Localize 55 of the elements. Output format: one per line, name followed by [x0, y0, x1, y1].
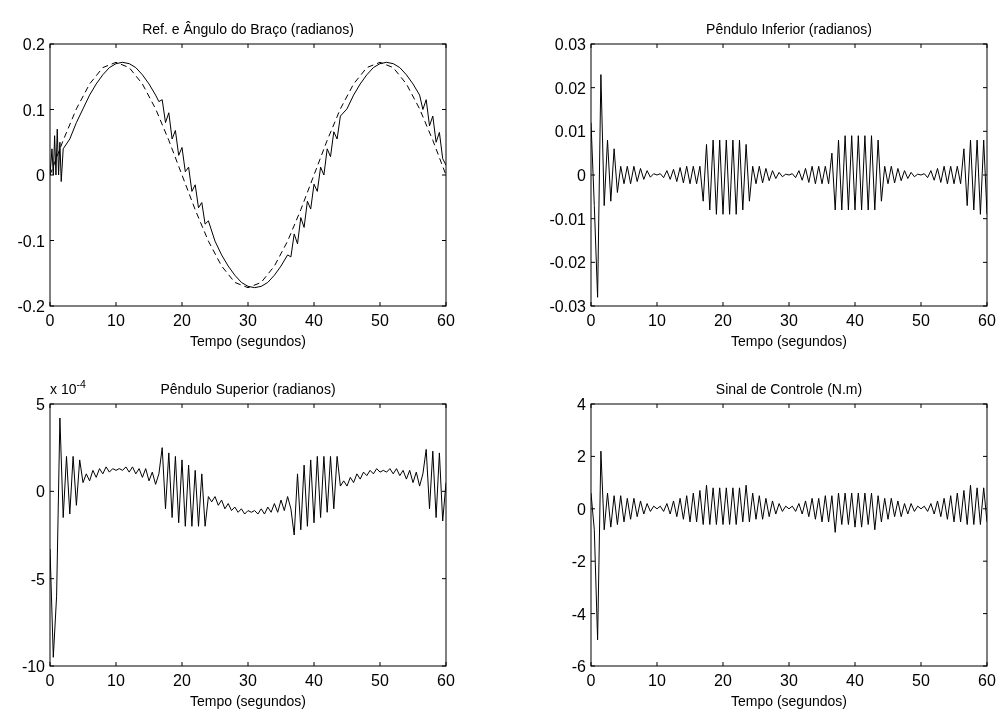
x-axis-title: Tempo (segundos): [190, 693, 306, 709]
y-tick-label: 0.02: [554, 79, 587, 97]
x-tick-label: 60: [978, 672, 996, 689]
x-tick-label: 10: [648, 312, 666, 329]
y-tick-label: -10: [21, 658, 46, 675]
x-tick-label: 30: [239, 312, 257, 329]
y-tick-label: -0.2: [17, 298, 46, 315]
x-tick-label: 10: [107, 312, 125, 329]
x-tick-label: 60: [437, 672, 455, 689]
x-tick-label: 20: [714, 672, 732, 689]
y-tick-label: 0: [36, 167, 46, 184]
x-axis-title: Tempo (segundos): [731, 693, 847, 709]
y-tick-label: -4: [571, 605, 587, 623]
y-tick-label: 2: [577, 448, 587, 466]
y-tick-label: 0.2: [22, 36, 46, 53]
y-tick-label: 0: [577, 167, 587, 184]
y-tick-label: -5: [30, 570, 46, 588]
x-tick-label: 20: [714, 312, 732, 329]
x-tick-label: 40: [846, 312, 864, 329]
x-tick-label: 40: [846, 672, 864, 689]
y-tick-label: 0: [577, 500, 587, 518]
y-tick-label: -0.1: [17, 232, 46, 250]
x-tick-label: 10: [107, 672, 125, 689]
y-tick-label: 4: [577, 396, 587, 413]
x-tick-label: 20: [173, 672, 191, 689]
chart-title: Sinal de Controle (N.m): [715, 381, 863, 397]
y-tick-label: -0.01: [549, 210, 587, 228]
y-tick-label: 0.01: [554, 123, 587, 141]
x-axis-title: Tempo (segundos): [731, 333, 847, 349]
y-tick-label: 0.1: [22, 101, 46, 119]
x-tick-label: 50: [371, 312, 389, 329]
text: x 10$^{-4}$: [50, 378, 86, 397]
x-tick-label: 50: [912, 672, 930, 689]
x-tick-label: 10: [648, 672, 666, 689]
x-tick-label: 40: [305, 672, 323, 689]
chart-title: Pêndulo Superior (radianos): [160, 381, 336, 397]
y-tick-label: -2: [571, 553, 587, 571]
x-tick-label: 40: [305, 312, 323, 329]
y-tick-label: 0: [36, 483, 46, 501]
chart-title: Pêndulo Inferior (radianos): [706, 21, 872, 37]
chart-title: Ref. e Ângulo do Braço (radianos): [142, 21, 354, 37]
y-tick-label: -0.03: [549, 298, 587, 315]
x-tick-label: 50: [912, 312, 930, 329]
x-axis-title: Tempo (segundos): [190, 333, 306, 349]
x-tick-label: 30: [780, 312, 798, 329]
y-tick-label: 5: [36, 396, 46, 413]
y-tick-label: -0.02: [549, 254, 587, 272]
x-tick-label: 60: [978, 312, 996, 329]
x-tick-label: 30: [239, 672, 257, 689]
x-tick-label: 50: [371, 672, 389, 689]
x-tick-label: 20: [173, 312, 191, 329]
x-tick-label: 60: [437, 312, 455, 329]
y-tick-label: 0.03: [554, 36, 587, 53]
y-tick-label: -6: [571, 658, 587, 675]
x-tick-label: 30: [780, 672, 798, 689]
